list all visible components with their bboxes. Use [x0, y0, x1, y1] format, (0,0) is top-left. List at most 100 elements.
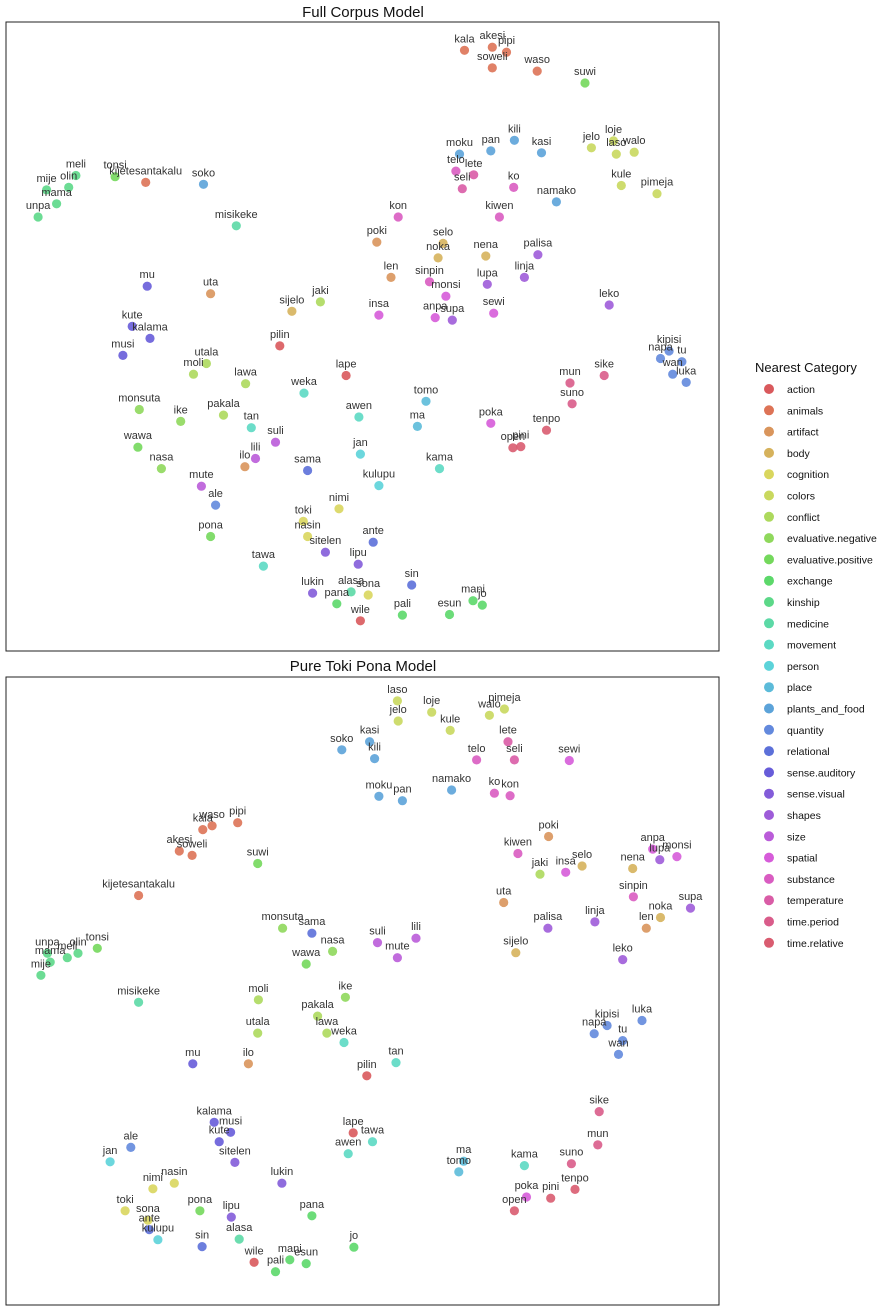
scatter-marks: laso pimeja loje walo jelo kule lete soko kasi ki… [31, 684, 704, 1277]
point-misikeke [231, 221, 241, 231]
legend-label: spatial [787, 853, 817, 865]
point-label: meli [66, 159, 86, 171]
point-tomo [421, 396, 431, 406]
point-label: tomo [447, 1155, 471, 1167]
point-jo [349, 1242, 359, 1252]
point-pana [307, 1211, 317, 1221]
legend-label: action [787, 384, 815, 396]
point-label: palisa [534, 911, 564, 923]
point-label: awen [346, 400, 372, 412]
point-label: akesi [479, 30, 505, 42]
point-kili [370, 754, 380, 764]
point-moli [253, 995, 263, 1005]
point-label: sinpin [619, 880, 648, 892]
point-walo [484, 710, 494, 720]
point-kala [459, 45, 470, 55]
point-label: ante [139, 1213, 160, 1225]
point-musi [226, 1127, 236, 1137]
point-label: pimeja [641, 177, 674, 189]
point-label: soweli [477, 51, 508, 63]
point-alasa [234, 1234, 244, 1244]
point-label: laso [387, 684, 407, 696]
point-label: pana [325, 587, 350, 599]
point-lupa [655, 855, 665, 865]
point-sijelo [511, 948, 521, 958]
point-seli [509, 755, 519, 765]
legend-swatch-body [764, 447, 774, 458]
point-label: mun [587, 1128, 608, 1140]
point-noka [433, 253, 443, 263]
point-lili [411, 933, 421, 943]
point-label: esun [438, 598, 462, 610]
point-label: noka [426, 241, 451, 253]
point-label: pini [512, 430, 529, 442]
legend: Nearest Category action animals artifact bo… [755, 360, 877, 950]
point-sama [303, 465, 313, 476]
point-tan [391, 1058, 401, 1068]
point-label: monsi [431, 279, 460, 291]
point-label: utala [246, 1016, 271, 1028]
point-luka [681, 377, 691, 387]
point-label: leko [599, 288, 619, 300]
point-label: napa [582, 1017, 607, 1029]
point-uta [206, 289, 216, 299]
point-label: poki [539, 820, 559, 832]
point-tomo [454, 1167, 464, 1177]
point-label: mun [559, 366, 580, 378]
point-label: ike [338, 980, 352, 992]
point-kiwen [494, 212, 504, 222]
legend-swatch-shapes [764, 810, 774, 820]
point-nasa [156, 464, 166, 474]
point-open [508, 443, 518, 453]
point-telo [472, 755, 482, 765]
point-palisa [543, 923, 553, 933]
point-anpa [648, 844, 658, 854]
point-label: kiwen [504, 837, 532, 849]
point-alasa [346, 587, 356, 597]
point-suli [270, 437, 281, 447]
point-pona [195, 1206, 205, 1216]
legend-label: size [787, 831, 806, 843]
point-label: jelo [389, 704, 407, 716]
point-pini [516, 442, 526, 452]
legend-swatch-movement [764, 639, 774, 650]
legend-swatch-plants_and_food [764, 703, 774, 714]
point-label: suwi [574, 66, 596, 78]
point-label: unpa [35, 936, 60, 948]
point-tenpo [570, 1184, 580, 1194]
point-label: tawa [361, 1125, 385, 1137]
point-suno [566, 1159, 577, 1169]
point-label: kipisi [595, 1009, 619, 1021]
point-mije [36, 970, 46, 980]
point-label: insa [556, 855, 577, 867]
point-mani [468, 596, 478, 606]
legend-label: evaluative.negative [787, 533, 877, 545]
legend-label: movement [787, 640, 836, 652]
point-label: awen [335, 1137, 361, 1149]
point-label: ike [174, 404, 188, 416]
point-label: tu [618, 1024, 627, 1036]
point-label: jelo [582, 131, 600, 143]
point-label: waso [198, 809, 225, 821]
point-label: ma [456, 1144, 472, 1156]
point-luka [637, 1015, 647, 1026]
point-namako [447, 785, 457, 795]
point-pimeja [499, 704, 509, 714]
point-jelo [393, 716, 403, 726]
point-label: supa [679, 891, 704, 903]
point-label: open [502, 1194, 526, 1206]
point-label: lape [343, 1116, 364, 1128]
point-label: tan [388, 1046, 403, 1058]
point-label: seli [506, 743, 523, 755]
point-sin [197, 1242, 207, 1252]
plot-frame [5, 676, 720, 1306]
point-label: moli [183, 357, 203, 369]
point-akesi [174, 846, 184, 856]
point-label: tonsi [86, 931, 109, 943]
point-label: mije [37, 173, 57, 185]
point-kule [616, 180, 626, 191]
point-pan [486, 146, 496, 156]
point-label: soweli [177, 838, 208, 850]
point-label: pali [394, 598, 411, 610]
point-lawa [241, 379, 251, 389]
